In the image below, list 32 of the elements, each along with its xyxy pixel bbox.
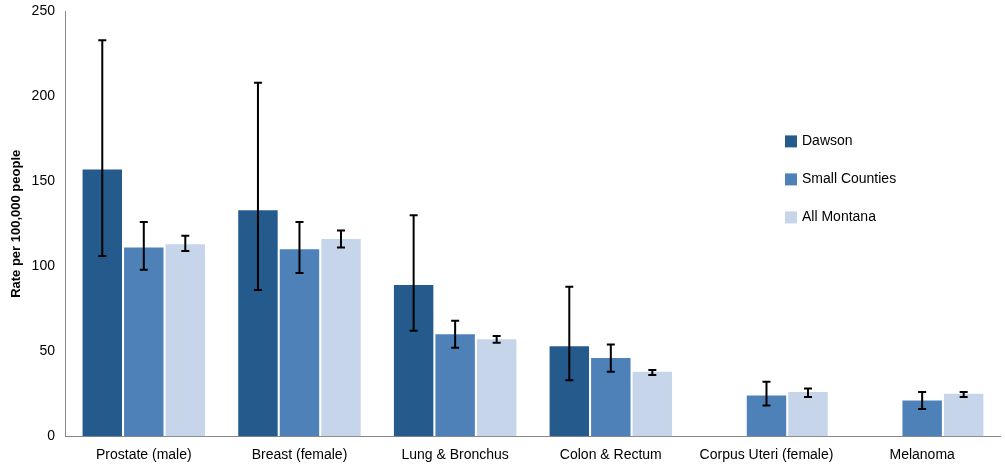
y-tick-label: 0 [47,427,56,444]
y-tick-label: 150 [31,172,56,189]
bar [82,169,122,437]
bar [165,244,206,437]
bar [476,339,517,437]
x-tick-label: Melanoma [889,446,956,463]
y-tick-label: 100 [31,257,56,274]
y-tick-label: 50 [39,342,56,359]
bar [393,284,434,437]
bar [124,247,164,437]
bar [591,358,631,437]
bar [238,210,278,437]
x-tick-label: Lung & Bronchus [401,446,509,463]
bar [943,393,984,437]
x-tick-label: Corpus Uteri (female) [699,446,834,463]
bar [902,400,942,437]
bar [746,395,787,437]
bar [321,239,361,437]
bar [549,346,590,437]
bar [632,371,673,437]
bar [788,392,828,437]
y-tick-label: 200 [31,87,56,104]
x-tick-label: Prostate (male) [95,446,192,463]
legend-label: Small Counties [802,170,897,187]
bar [435,334,475,437]
legend-label: All Montana [802,208,877,225]
bar [279,249,320,437]
x-tick-label: Breast (female) [251,446,348,463]
y-tick-label: 250 [31,2,56,19]
legend-label: Dawson [802,132,853,149]
y-axis-title: Rate per 100,000 people [8,149,24,298]
x-tick-label: Colon & Rectum [559,446,662,463]
